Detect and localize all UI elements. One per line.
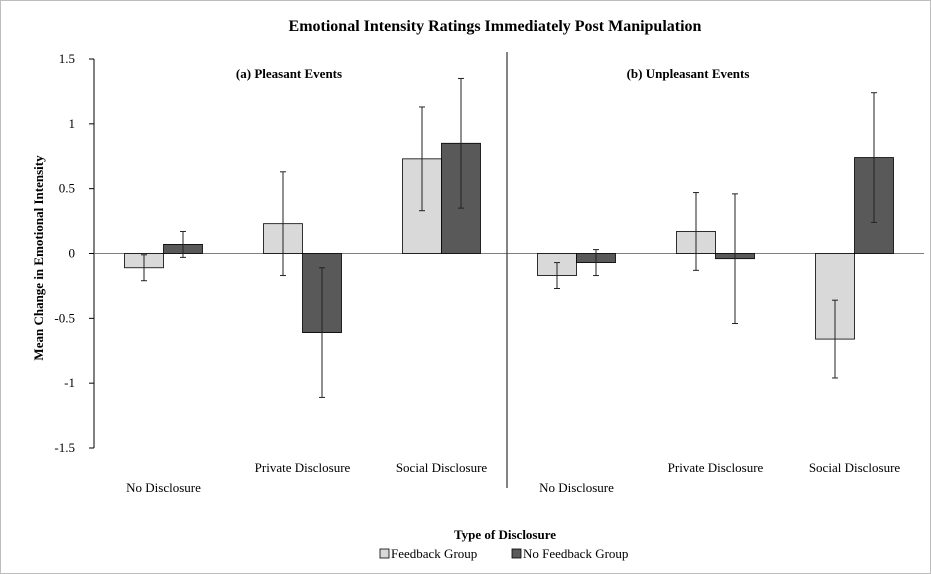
category-label: Social Disclosure (396, 460, 488, 475)
y-tick-label: 1 (69, 116, 76, 131)
category-label: Private Disclosure (255, 460, 351, 475)
legend-label: No Feedback Group (523, 546, 628, 561)
category-label: No Disclosure (539, 480, 614, 495)
chart-title: Emotional Intensity Ratings Immediately … (289, 18, 702, 35)
error-bars-layer (141, 77, 877, 398)
category-label: No Disclosure (126, 480, 201, 495)
y-tick-label: -0.5 (54, 310, 75, 325)
x-axis-title: Type of Disclosure (454, 527, 556, 542)
y-tick-label: -1.5 (54, 440, 75, 455)
category-label: Social Disclosure (809, 460, 901, 475)
y-tick-label: 1.5 (59, 51, 75, 66)
y-tick-label: 0 (69, 246, 76, 261)
y-tick-label: -1 (64, 375, 75, 390)
legend-swatch (511, 548, 522, 559)
y-axis-title: Mean Change in Emotional Intensity (31, 155, 46, 361)
y-tick-label: 0.5 (59, 181, 75, 196)
legend: Feedback Group No Feedback Group (379, 546, 628, 561)
panel-title: (b) Unpleasant Events (627, 66, 750, 81)
bars-layer (124, 142, 894, 340)
labels-layer: (a) Pleasant Events No Disclosure Private … (126, 66, 900, 495)
category-label: Private Disclosure (668, 460, 764, 475)
axes: 1.5 1 0.5 0 -0.5 -1 -1.5 (54, 51, 924, 488)
legend-label: Feedback Group (391, 546, 477, 561)
panel-title: (a) Pleasant Events (236, 66, 342, 81)
legend-swatch (379, 548, 390, 559)
